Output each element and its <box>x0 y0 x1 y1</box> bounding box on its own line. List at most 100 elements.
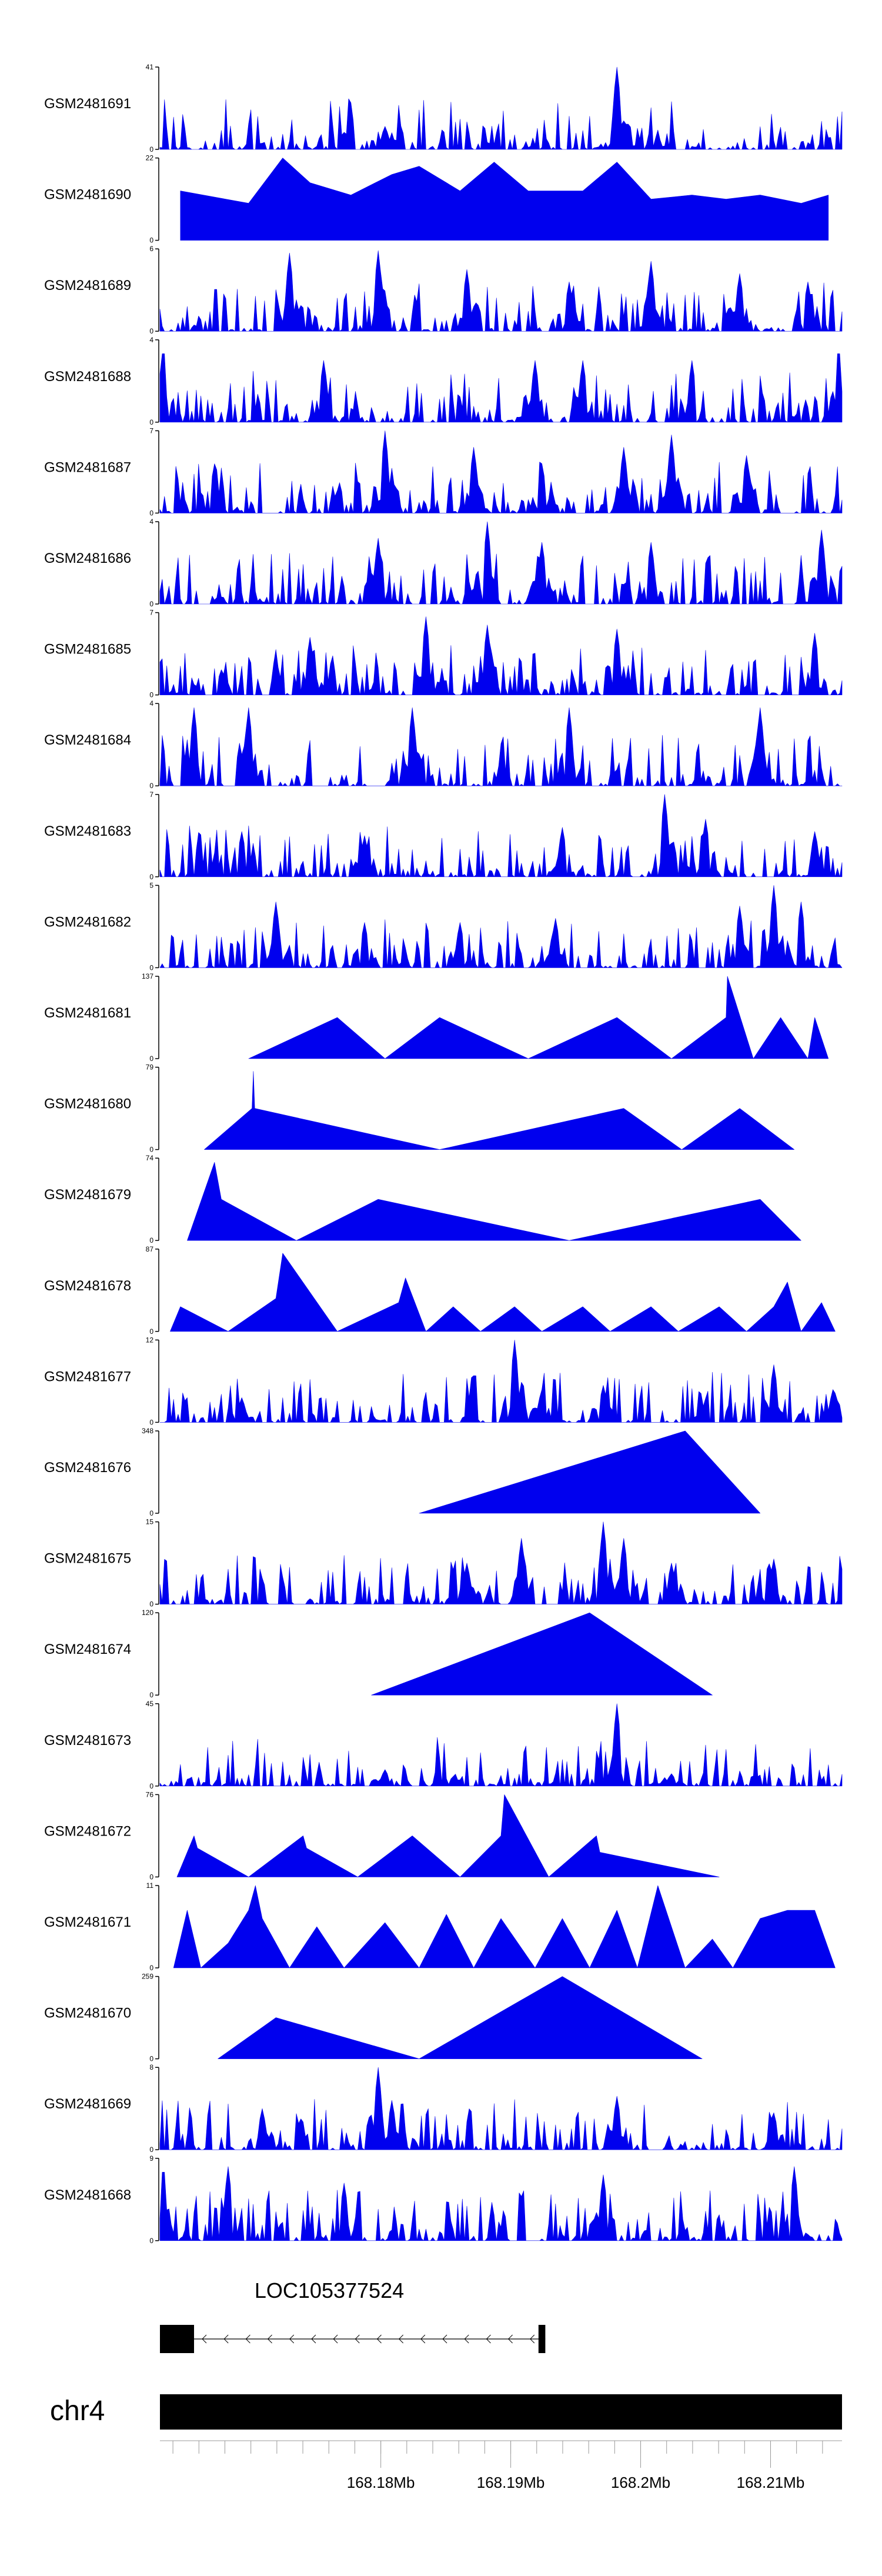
track-GSM2481689: GSM2481689 6 0 <box>44 245 843 335</box>
strand-arrow <box>245 2334 250 2344</box>
track-GSM2481686: GSM2481686 4 0 <box>44 518 843 608</box>
track-GSM2481680: GSM2481680 79 0 <box>44 1063 795 1154</box>
y-max-label: 4 <box>149 518 153 526</box>
strand-arrow <box>530 2334 535 2344</box>
strand-arrow <box>376 2334 382 2344</box>
gene-exon <box>160 2325 194 2353</box>
track-label: GSM2481685 <box>44 642 131 658</box>
gene-model <box>160 2325 546 2353</box>
coverage-area <box>218 1976 703 2059</box>
gene-exon <box>538 2325 546 2353</box>
strand-arrow <box>267 2334 272 2344</box>
strand-arrow <box>486 2334 491 2344</box>
track-label: GSM2481691 <box>44 96 131 112</box>
track-label: GSM2481670 <box>44 2006 131 2021</box>
track-label: GSM2481671 <box>44 1914 131 1930</box>
coverage-area <box>371 1612 713 1696</box>
y-max-label: 74 <box>146 1154 154 1162</box>
track-label: GSM2481690 <box>44 187 131 203</box>
y-max-label: 22 <box>146 154 154 162</box>
track-label: GSM2481672 <box>44 1823 131 1839</box>
y-min-label: 0 <box>149 1236 153 1244</box>
track-label: GSM2481679 <box>44 1187 131 1203</box>
y-min-label: 0 <box>149 1782 153 1790</box>
y-min-label: 0 <box>149 236 153 245</box>
axis-tick-label: 168.2Mb <box>611 2474 670 2491</box>
coverage-area <box>159 250 843 332</box>
strand-arrow <box>202 2334 207 2344</box>
coverage-area <box>159 1703 843 1787</box>
track-GSM2481687: GSM2481687 7 0 <box>44 426 843 517</box>
y-max-label: 259 <box>142 1973 153 1981</box>
y-max-label: 7 <box>149 426 153 435</box>
track-label: GSM2481687 <box>44 459 131 475</box>
track-GSM2481677: GSM2481677 12 0 <box>44 1336 843 1426</box>
y-max-label: 45 <box>146 1700 154 1708</box>
track-label: GSM2481673 <box>44 1733 131 1749</box>
track-GSM2481674: GSM2481674 120 0 <box>44 1609 713 1699</box>
y-min-label: 0 <box>149 1873 153 1881</box>
coverage-area <box>180 158 829 241</box>
track-GSM2481678: GSM2481678 87 0 <box>44 1245 836 1336</box>
y-min-label: 0 <box>149 600 153 608</box>
gene-track: LOC105377524 <box>160 2278 546 2353</box>
coverage-area <box>159 2166 843 2241</box>
y-max-label: 11 <box>146 1881 154 1890</box>
y-min-label: 0 <box>149 2237 153 2245</box>
y-max-label: 15 <box>146 1518 154 1526</box>
axis-tick-label: 168.19Mb <box>477 2474 545 2491</box>
track-label: GSM2481684 <box>44 732 131 748</box>
y-min-label: 0 <box>149 782 153 790</box>
y-min-label: 0 <box>149 509 153 517</box>
track-GSM2481679: GSM2481679 74 0 <box>44 1154 801 1244</box>
y-min-label: 0 <box>149 1600 153 1609</box>
strand-arrow <box>420 2334 426 2344</box>
track-GSM2481675: GSM2481675 15 0 <box>44 1518 843 1609</box>
track-GSM2481673: GSM2481673 45 0 <box>44 1700 843 1790</box>
strand-arrow <box>223 2334 229 2344</box>
track-GSM2481671: GSM2481671 11 0 <box>44 1881 836 1972</box>
axis-tick-label: 168.18Mb <box>347 2474 415 2491</box>
coverage-tracks: GSM2481691410GSM2481690220GSM248168960GS… <box>44 63 843 2245</box>
y-max-label: 120 <box>142 1609 153 1617</box>
axis-tick-label: 168.21Mb <box>737 2474 805 2491</box>
coverage-area <box>159 521 843 605</box>
track-label: GSM2481677 <box>44 1369 131 1384</box>
track-label: GSM2481686 <box>44 550 131 566</box>
track-label: GSM2481680 <box>44 1096 131 1112</box>
track-label: GSM2481689 <box>44 278 131 293</box>
gene-label: LOC105377524 <box>255 2278 404 2303</box>
y-min-label: 0 <box>149 1327 153 1336</box>
track-GSM2481690: GSM2481690 22 0 <box>44 154 829 245</box>
strand-arrow <box>442 2334 447 2344</box>
y-min-label: 0 <box>149 1964 153 1972</box>
coverage-area <box>173 1885 836 1968</box>
y-min-label: 0 <box>149 1691 153 1699</box>
y-max-label: 348 <box>142 1427 153 1435</box>
track-GSM2481669: GSM2481669 8 0 <box>44 2063 843 2154</box>
strand-arrow <box>289 2334 295 2344</box>
track-label: GSM2481682 <box>44 914 131 930</box>
track-GSM2481676: GSM2481676 348 0 <box>44 1427 761 1517</box>
coverage-area <box>159 1521 843 1604</box>
track-label: GSM2481668 <box>44 2187 131 2203</box>
coverage-area <box>159 616 843 695</box>
strand-arrow <box>507 2334 513 2344</box>
track-label: GSM2481681 <box>44 1005 131 1021</box>
track-GSM2481670: GSM2481670 259 0 <box>44 1973 703 2063</box>
y-min-label: 0 <box>149 963 153 972</box>
track-label: GSM2481678 <box>44 1278 131 1294</box>
y-max-label: 5 <box>149 881 153 889</box>
coverage-area <box>159 885 843 968</box>
y-min-label: 0 <box>149 2145 153 2154</box>
y-min-label: 0 <box>149 1146 153 1154</box>
chromosome-ideogram-bar <box>160 2394 842 2430</box>
coverage-area <box>176 1794 720 1877</box>
coverage-area <box>159 2067 843 2150</box>
y-min-label: 0 <box>149 2055 153 2063</box>
y-max-label: 9 <box>149 2154 153 2163</box>
y-max-label: 137 <box>142 972 153 980</box>
y-max-label: 12 <box>146 1336 154 1344</box>
track-GSM2481668: GSM2481668 9 0 <box>44 2154 843 2245</box>
y-max-label: 8 <box>149 2063 153 2071</box>
